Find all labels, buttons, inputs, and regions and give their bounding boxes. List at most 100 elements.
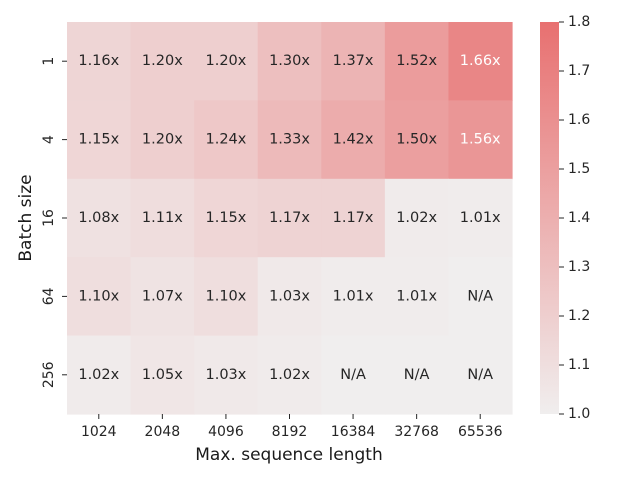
heatmap-cell-label: 1.02x [78, 367, 119, 383]
x-axis-label: Max. sequence length [195, 445, 382, 465]
heatmap-cell [67, 178, 132, 258]
heatmap-cell [321, 257, 386, 337]
heatmap-cell-label: 1.01x [460, 210, 501, 226]
x-tick-label: 1024 [81, 424, 117, 440]
colorbar-tick-label: 1.5 [568, 161, 590, 177]
heatmap-cell-label: 1.56x [460, 132, 501, 148]
heatmap-cell-label: 1.15x [205, 210, 246, 226]
x-tick-label: 2048 [145, 424, 181, 440]
heatmap-cell [448, 22, 513, 101]
heatmap-cell [194, 178, 259, 258]
heatmap-cell [384, 100, 450, 180]
heatmap-cell-label: N/A [340, 367, 366, 383]
y-axis-label: Batch size [16, 174, 36, 261]
heatmap-cell [384, 22, 450, 101]
colorbar-tick-label: 1.0 [568, 406, 590, 422]
heatmap-cell-label: 1.01x [396, 288, 437, 304]
x-tick-label: 32768 [394, 424, 439, 440]
heatmap-cell [130, 178, 195, 258]
colorbar-tick-label: 1.6 [568, 112, 590, 128]
heatmap-cell-label: 1.20x [142, 53, 183, 69]
heatmap-cell [448, 335, 513, 415]
heatmap-cell [384, 335, 450, 415]
heatmap-cell [194, 335, 259, 415]
colorbar-tick-label: 1.2 [568, 308, 590, 324]
heatmap-cell [130, 22, 195, 101]
heatmap-cell [67, 257, 132, 337]
colorbar-tick-label: 1.4 [568, 210, 590, 226]
heatmap-cell [257, 178, 322, 258]
heatmap-cell [384, 178, 450, 258]
heatmap-cell-label: 1.07x [142, 288, 183, 304]
heatmap-cell-label: 1.15x [78, 132, 119, 148]
heatmap-cells [67, 22, 513, 415]
heatmap-cell-label: 1.02x [396, 210, 437, 226]
heatmap-cell [321, 22, 386, 101]
heatmap-cell-label: 1.08x [78, 210, 119, 226]
heatmap-cell [321, 335, 386, 415]
x-tick-label: 8192 [272, 424, 308, 440]
heatmap-cell-label: 1.30x [269, 53, 310, 69]
heatmap-cell-label: 1.66x [460, 53, 501, 69]
colorbar [540, 22, 559, 414]
heatmap-cell-label: 1.17x [333, 210, 374, 226]
heatmap-cell-label: 1.10x [205, 288, 246, 304]
colorbar-tick-label: 1.8 [568, 14, 590, 30]
heatmap-cell-label: 1.11x [142, 210, 183, 226]
heatmap-cell [321, 178, 386, 258]
y-tick-label: 256 [41, 361, 57, 388]
heatmap-cell-label: 1.37x [333, 53, 374, 69]
colorbar-tick-label: 1.7 [568, 63, 590, 79]
heatmap-cell [67, 100, 132, 180]
heatmap-cell-label: 1.50x [396, 132, 437, 148]
x-axis-ticks: 1024 2048 4096 8192 16384 32768 65536 [81, 414, 503, 440]
heatmap-cell-label: 1.24x [205, 132, 246, 148]
y-tick-label: 16 [41, 209, 57, 227]
heatmap-cell [448, 100, 513, 180]
heatmap-cell-label: 1.20x [205, 53, 246, 69]
colorbar-tick-label: 1.3 [568, 259, 590, 275]
heatmap-cell-labels: 1.16x 1.20x 1.20x 1.30x 1.37x 1.52x 1.66x 1.15x… [78, 53, 501, 383]
heatmap-cell-label: 1.02x [269, 367, 310, 383]
heatmap-cell-label: 1.05x [142, 367, 183, 383]
heatmap-cell [257, 22, 322, 101]
heatmap-cell [448, 178, 513, 258]
y-axis-ticks: 1 4 16 64 256 [41, 57, 67, 388]
heatmap-cell [257, 100, 322, 180]
y-tick-label: 1 [41, 57, 57, 66]
heatmap-cell [130, 100, 195, 180]
heatmap-cell-label: N/A [467, 288, 493, 304]
heatmap-cell [194, 22, 259, 101]
heatmap-cell [448, 257, 513, 337]
heatmap-cell [257, 335, 322, 415]
heatmap-cell-label: 1.20x [142, 132, 183, 148]
heatmap-cell-label: 1.03x [269, 288, 310, 304]
heatmap-cell [130, 257, 195, 337]
heatmap-cell-label: 1.16x [78, 53, 119, 69]
heatmap-cell [321, 100, 386, 180]
colorbar-tick-label: 1.1 [568, 357, 590, 373]
heatmap-cell [194, 100, 259, 180]
heatmap-cell [257, 257, 322, 337]
heatmap-cell [67, 335, 132, 415]
x-tick-label: 16384 [331, 424, 376, 440]
colorbar-ticks: 1.0 1.1 1.2 1.3 1.4 1.5 1.6 1.7 1.8 [559, 14, 590, 422]
heatmap-cell-label: 1.03x [205, 367, 246, 383]
heatmap-cell-label: 1.10x [78, 288, 119, 304]
heatmap-cell-label: 1.17x [269, 210, 310, 226]
heatmap-cell-label: N/A [467, 367, 493, 383]
heatmap-cell-label: 1.33x [269, 132, 310, 148]
y-tick-label: 4 [41, 135, 57, 144]
heatmap-cell-label: 1.01x [333, 288, 374, 304]
heatmap-cell-label: N/A [404, 367, 430, 383]
x-tick-label: 4096 [208, 424, 244, 440]
heatmap-cell [130, 335, 195, 415]
heatmap-cell-label: 1.42x [333, 132, 374, 148]
x-tick-label: 65536 [458, 424, 503, 440]
heatmap-cell [194, 257, 259, 337]
heatmap-cell [67, 22, 132, 101]
heatmap-cell-label: 1.52x [396, 53, 437, 69]
heatmap-cell [384, 257, 450, 337]
